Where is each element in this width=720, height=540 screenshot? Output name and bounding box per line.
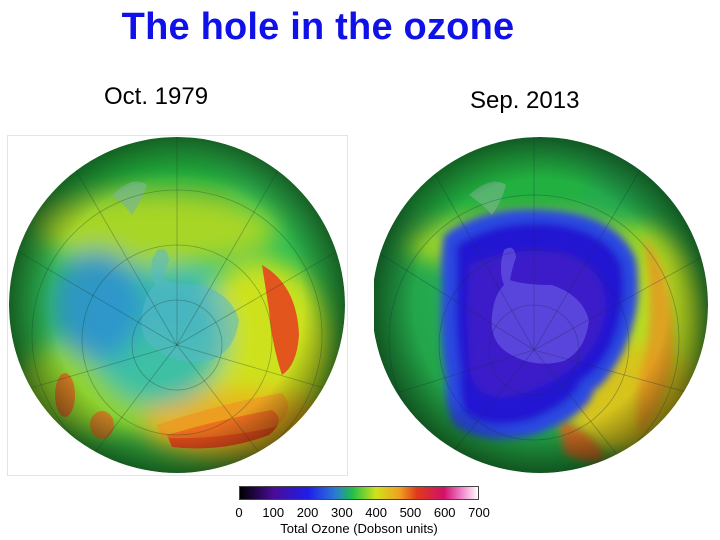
ozone-colorbar [239,486,479,500]
colorbar-tick-700: 700 [468,505,490,520]
colorbar-tick-300: 300 [330,505,353,520]
ozone-field-2013 [374,137,708,473]
ozone-map-1979 [9,137,345,473]
colorbar-tick-400: 400 [365,505,387,520]
colorbar-tick-labels: 0 100 200 300 400 500 600 700 [220,505,500,521]
ozone-field-1979 [9,137,345,473]
colorbar-tick-500: 500 [399,505,422,520]
colorbar-tick-600: 600 [433,505,456,520]
colorbar-label: Total Ozone (Dobson units) [280,521,438,536]
panel-caption-2013: Sep. 2013 [470,87,580,114]
slide-title: The hole in the ozone [121,6,515,48]
colorbar-tick-100: 100 [262,505,285,520]
globe-1979-frame [7,135,348,476]
ozone-map-2013 [374,137,708,473]
colorbar-tick-0: 0 [235,505,243,520]
colorbar-tick-200: 200 [296,505,319,520]
panel-caption-1979: Oct. 1979 [104,83,209,110]
